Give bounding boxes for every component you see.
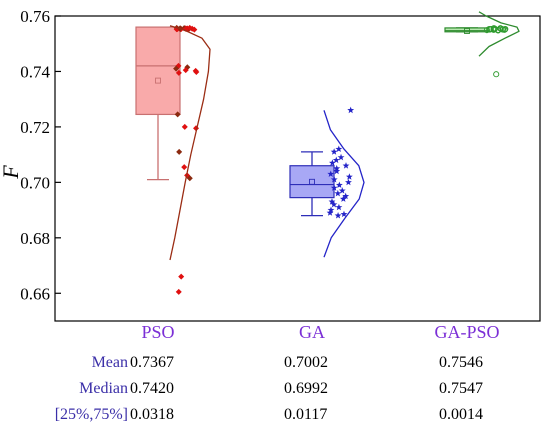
data-point [486, 26, 493, 33]
stats-value: 0.7547 [439, 380, 483, 397]
stats-value: 0.0318 [130, 406, 174, 423]
data-point [493, 71, 500, 78]
data-point [337, 153, 345, 161]
data-point [335, 181, 343, 189]
data-point [332, 156, 340, 164]
stats-value: 0.7002 [284, 354, 328, 371]
data-point [181, 123, 188, 130]
data-point [342, 192, 350, 200]
density-curve [323, 110, 365, 258]
data-points [483, 25, 509, 78]
data-point [178, 273, 185, 280]
data-point [334, 189, 342, 197]
data-point [174, 111, 181, 118]
data-point [342, 162, 350, 169]
data-point [330, 175, 338, 183]
y-axis-label: F [0, 165, 23, 180]
y-tick-label: 0.68 [20, 229, 50, 248]
data-point [330, 184, 338, 191]
x-category-label: GA [299, 322, 325, 340]
data-point [176, 148, 183, 155]
y-tick-label: 0.66 [20, 284, 50, 303]
box-iqr [135, 26, 181, 116]
data-point [333, 167, 341, 175]
y-tick-label: 0.76 [20, 7, 50, 26]
mean-marker [309, 178, 315, 185]
data-points [173, 24, 200, 295]
data-point [327, 170, 335, 177]
data-point [345, 178, 352, 186]
data-point [490, 26, 497, 33]
x-category-label: GA-PSO [434, 322, 499, 340]
data-point [495, 27, 502, 34]
data-point [338, 187, 346, 194]
y-axis: 0.66 0.68 0.70 0.72 0.74 0.76 [20, 7, 61, 303]
data-point [326, 209, 334, 216]
data-points [326, 106, 355, 219]
data-point [327, 206, 335, 213]
stats-value: 0.0014 [439, 406, 483, 423]
data-point [345, 173, 353, 180]
data-point [335, 203, 343, 211]
data-point [328, 159, 336, 166]
series-pso [135, 24, 211, 295]
series-ga-pso [444, 11, 520, 78]
stats-value: 0.7420 [130, 380, 174, 397]
stats-value: 0.7367 [130, 354, 174, 371]
density-curve [169, 25, 211, 261]
data-point [193, 69, 200, 76]
data-point [175, 288, 182, 295]
stats-row-label: Median [79, 380, 128, 397]
stats-row-label: [25%,75%] [54, 406, 128, 423]
data-point [335, 145, 343, 152]
x-category-label: PSO [141, 322, 174, 340]
data-point [186, 24, 193, 31]
plot-frame [54, 15, 541, 322]
stats-row-label: Mean [91, 354, 128, 371]
stats-value: 0.7546 [439, 354, 483, 371]
data-point [330, 148, 338, 155]
data-point [347, 106, 355, 114]
box-iqr [289, 165, 335, 199]
density-curve [478, 11, 520, 57]
data-point [334, 212, 342, 219]
data-point [173, 65, 180, 72]
box-plot-chart: 0.66 0.68 0.70 0.72 0.74 0.76 F PSO GA GA-PSO [0, 7, 541, 340]
data-point [330, 200, 338, 208]
data-point [339, 195, 347, 202]
mean-marker [464, 28, 470, 34]
data-point [186, 175, 193, 182]
y-tick-label: 0.70 [20, 173, 50, 192]
mean-marker [155, 77, 161, 84]
plot-area [135, 11, 520, 295]
data-point [181, 164, 188, 171]
data-point [182, 67, 189, 74]
stats-value: 0.6992 [284, 380, 328, 397]
y-tick-label: 0.72 [20, 118, 50, 137]
y-tick-label: 0.74 [20, 62, 50, 81]
data-point [175, 69, 182, 76]
x-axis-categories: PSO GA GA-PSO [141, 322, 499, 340]
data-point [328, 198, 336, 205]
stats-value: 0.0117 [284, 406, 328, 423]
data-point [483, 27, 490, 34]
series-ga [289, 106, 365, 258]
data-point [340, 210, 348, 218]
